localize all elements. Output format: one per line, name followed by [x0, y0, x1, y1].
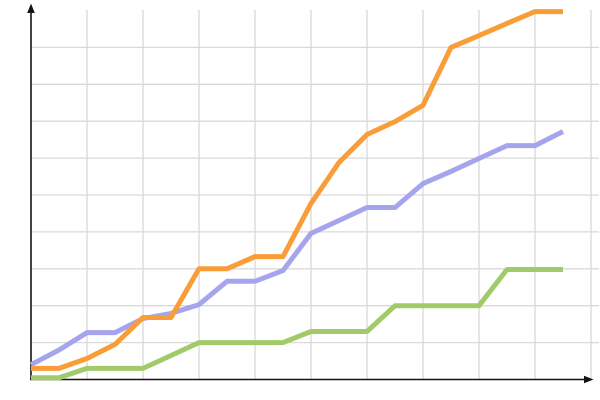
x-axis-arrow-icon	[584, 375, 594, 384]
series-line-green	[31, 267, 563, 381]
series-lines	[29, 9, 565, 381]
series-line-purple	[29, 129, 565, 367]
y-axis-arrow-icon	[27, 3, 35, 13]
axes	[27, 3, 594, 384]
series-line-orange	[31, 9, 563, 371]
